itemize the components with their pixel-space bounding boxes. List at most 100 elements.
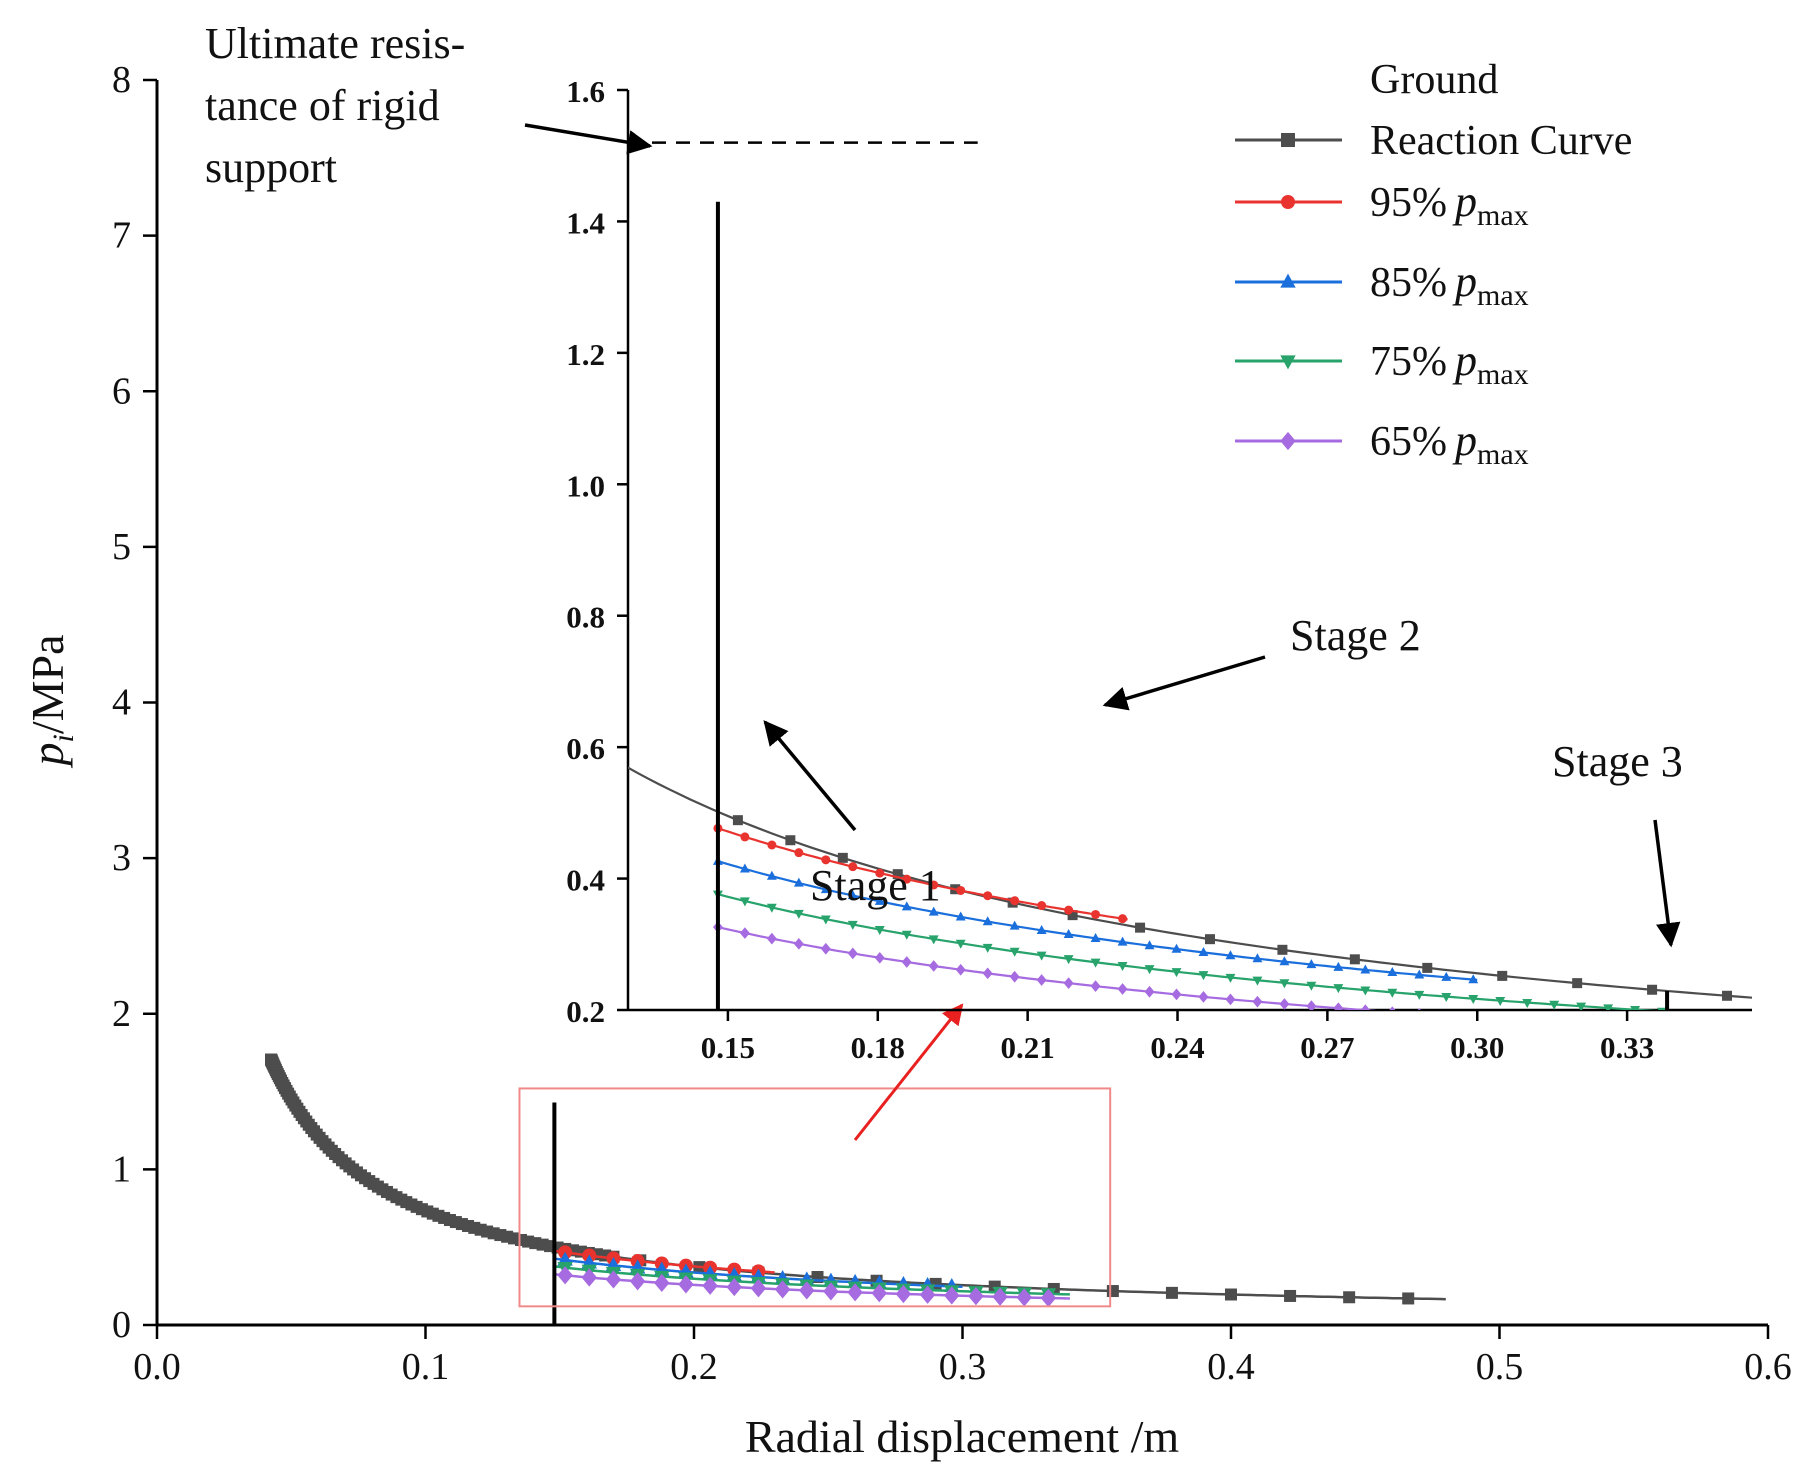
main-y-tick-label: 7 (112, 215, 131, 257)
inset-support-line-3 (717, 893, 1660, 1010)
legend-75-sub: max (1477, 358, 1529, 391)
inset-support-marker-3 (982, 943, 993, 953)
inset-support-marker-3 (1117, 961, 1128, 971)
inset-grc-marker (732, 815, 743, 826)
inset-x-tick-label: 0.15 (701, 1030, 755, 1065)
main-y-tick-label: 5 (112, 526, 131, 568)
legend-65-percent: 65% (1370, 419, 1447, 465)
main-x-tick-label: 0.4 (1207, 1346, 1255, 1388)
inset-y-tick-label: 1.4 (566, 205, 605, 240)
inset-x-tick-label: 0.24 (1150, 1030, 1204, 1065)
main-y-ticks: 0 1 2 3 4 5 6 7 8 (112, 59, 157, 1346)
legend-95-sub: max (1477, 199, 1529, 232)
main-support-marker-4 (944, 1286, 960, 1305)
inset-y-tick-label: 0.2 (566, 994, 605, 1029)
inset-support-marker-2 (1441, 971, 1452, 981)
inset-support-marker-3 (793, 909, 804, 919)
inset-support-marker-1 (1037, 901, 1047, 911)
inset-support-marker-2 (1063, 929, 1074, 939)
inset-support-marker-2 (820, 884, 831, 894)
main-support-marker-4 (1016, 1288, 1032, 1307)
inset-grc-marker (1349, 954, 1360, 965)
inset-support-marker-3 (1063, 955, 1074, 965)
inset-support-marker-1 (821, 855, 831, 865)
main-x-tick-label: 0.5 (1476, 1346, 1524, 1388)
inset-support-marker-1 (740, 832, 750, 842)
inset-support-marker-2 (874, 895, 885, 905)
inset-support-marker-4 (955, 963, 966, 976)
main-support-marker-4 (823, 1282, 839, 1301)
inset-support-marker-3 (1441, 993, 1452, 1003)
main-support-marker-4 (895, 1284, 912, 1304)
legend-swatch-marker-0 (1281, 133, 1295, 147)
legend-95-label: 95% pmax (1370, 177, 1529, 232)
main-x-tick-label: 0.1 (402, 1346, 450, 1388)
inset-support-marker-1 (929, 880, 939, 890)
inset-y-tick-label: 1.6 (566, 74, 605, 109)
inset-support-marker-3 (1009, 947, 1020, 957)
stage-1-label: Stage 1 (810, 861, 941, 910)
inset-grc-marker (785, 835, 796, 846)
inset-grc-marker (1422, 962, 1433, 973)
main-grc-marker (1402, 1292, 1415, 1305)
inset-support-marker-1 (875, 868, 885, 878)
inset-support-marker-3 (820, 915, 831, 925)
inset-support-marker-1 (902, 874, 912, 884)
inset-support-marker-1 (983, 891, 993, 901)
legend-85-p: p (1452, 257, 1477, 306)
inset-support-marker-2 (1387, 967, 1398, 977)
inset-support-marker-4 (1333, 1002, 1344, 1010)
inset-support-marker-2 (793, 877, 804, 887)
main-grc-marker (1343, 1291, 1356, 1304)
inset-support-line-1 (717, 827, 1128, 921)
main-grc-marker (1284, 1289, 1297, 1302)
main-grc-line (269, 1058, 1446, 1301)
inset-support-marker-4 (847, 947, 858, 960)
legend-85-label: 85% pmax (1370, 257, 1529, 312)
stage-2-arrow (1102, 655, 1266, 711)
inset-support-marker-2 (847, 890, 858, 900)
main-support-marker-4 (750, 1279, 767, 1298)
inset-support-marker-3 (874, 925, 885, 935)
inset-support-marker-4 (1198, 991, 1209, 1003)
stage-2-annotation: Stage 2 (1102, 611, 1421, 711)
inset-support-marker-2 (1414, 969, 1425, 979)
inset-support-marker-2 (1171, 943, 1182, 953)
inset-support-marker-4 (1009, 970, 1020, 983)
inset-grc-marker (1204, 934, 1215, 945)
inset-support-marker-3 (1549, 1000, 1560, 1010)
inset-support-marker-2 (1144, 940, 1155, 950)
legend-75-label: 75% pmax (1370, 336, 1529, 391)
inset-support-marker-4 (1495, 1014, 1505, 1026)
legend-swatch-marker-4 (1280, 431, 1296, 451)
inset-support-marker-4 (982, 967, 993, 980)
ultimate-line-1: Ultimate resis- (205, 19, 465, 68)
inset-support-marker-3 (1657, 1007, 1668, 1010)
inset-support-marker-3 (1360, 986, 1371, 996)
stage-3-annotation: Stage 3 (1552, 737, 1683, 948)
inset-support-marker-4 (1144, 985, 1155, 998)
y-axis-subscript: i (47, 734, 80, 742)
inset-support-marker-4 (928, 960, 939, 972)
main-x-ticks: 0.0 0.1 0.2 0.3 0.4 0.5 0.6 (133, 1325, 1792, 1388)
y-axis-title: pi/MPa (22, 634, 80, 768)
inset-support-marker-4 (1657, 1023, 1667, 1035)
inset-support-marker-4 (1549, 1017, 1559, 1029)
inset-support-marker-1 (1118, 914, 1128, 924)
inset-support-marker-2 (901, 901, 912, 911)
inset-support-marker-2 (1225, 950, 1236, 960)
inset-support-marker-3 (955, 939, 966, 949)
inset-support-marker-2 (982, 916, 993, 926)
inset-support-marker-3 (928, 935, 939, 945)
inset-chart: 0.15 0.18 0.21 0.24 0.27 0.30 0.33 0.20.40.60.… (566, 74, 1752, 1065)
inset-y-tick-label: 0.4 (566, 863, 605, 898)
inset-grc-marker (1277, 944, 1288, 955)
inset-support-marker-4 (1171, 988, 1182, 1001)
main-support-marker-4 (629, 1272, 646, 1291)
zoom-arrow (853, 1003, 964, 1141)
inset-support-marker-3 (1522, 998, 1533, 1008)
legend-swatch-marker-3 (1280, 355, 1296, 370)
inset-grc-marker (837, 852, 848, 863)
ultimate-resistance-annotation: Ultimate resis- tance of rigid support (205, 19, 653, 192)
